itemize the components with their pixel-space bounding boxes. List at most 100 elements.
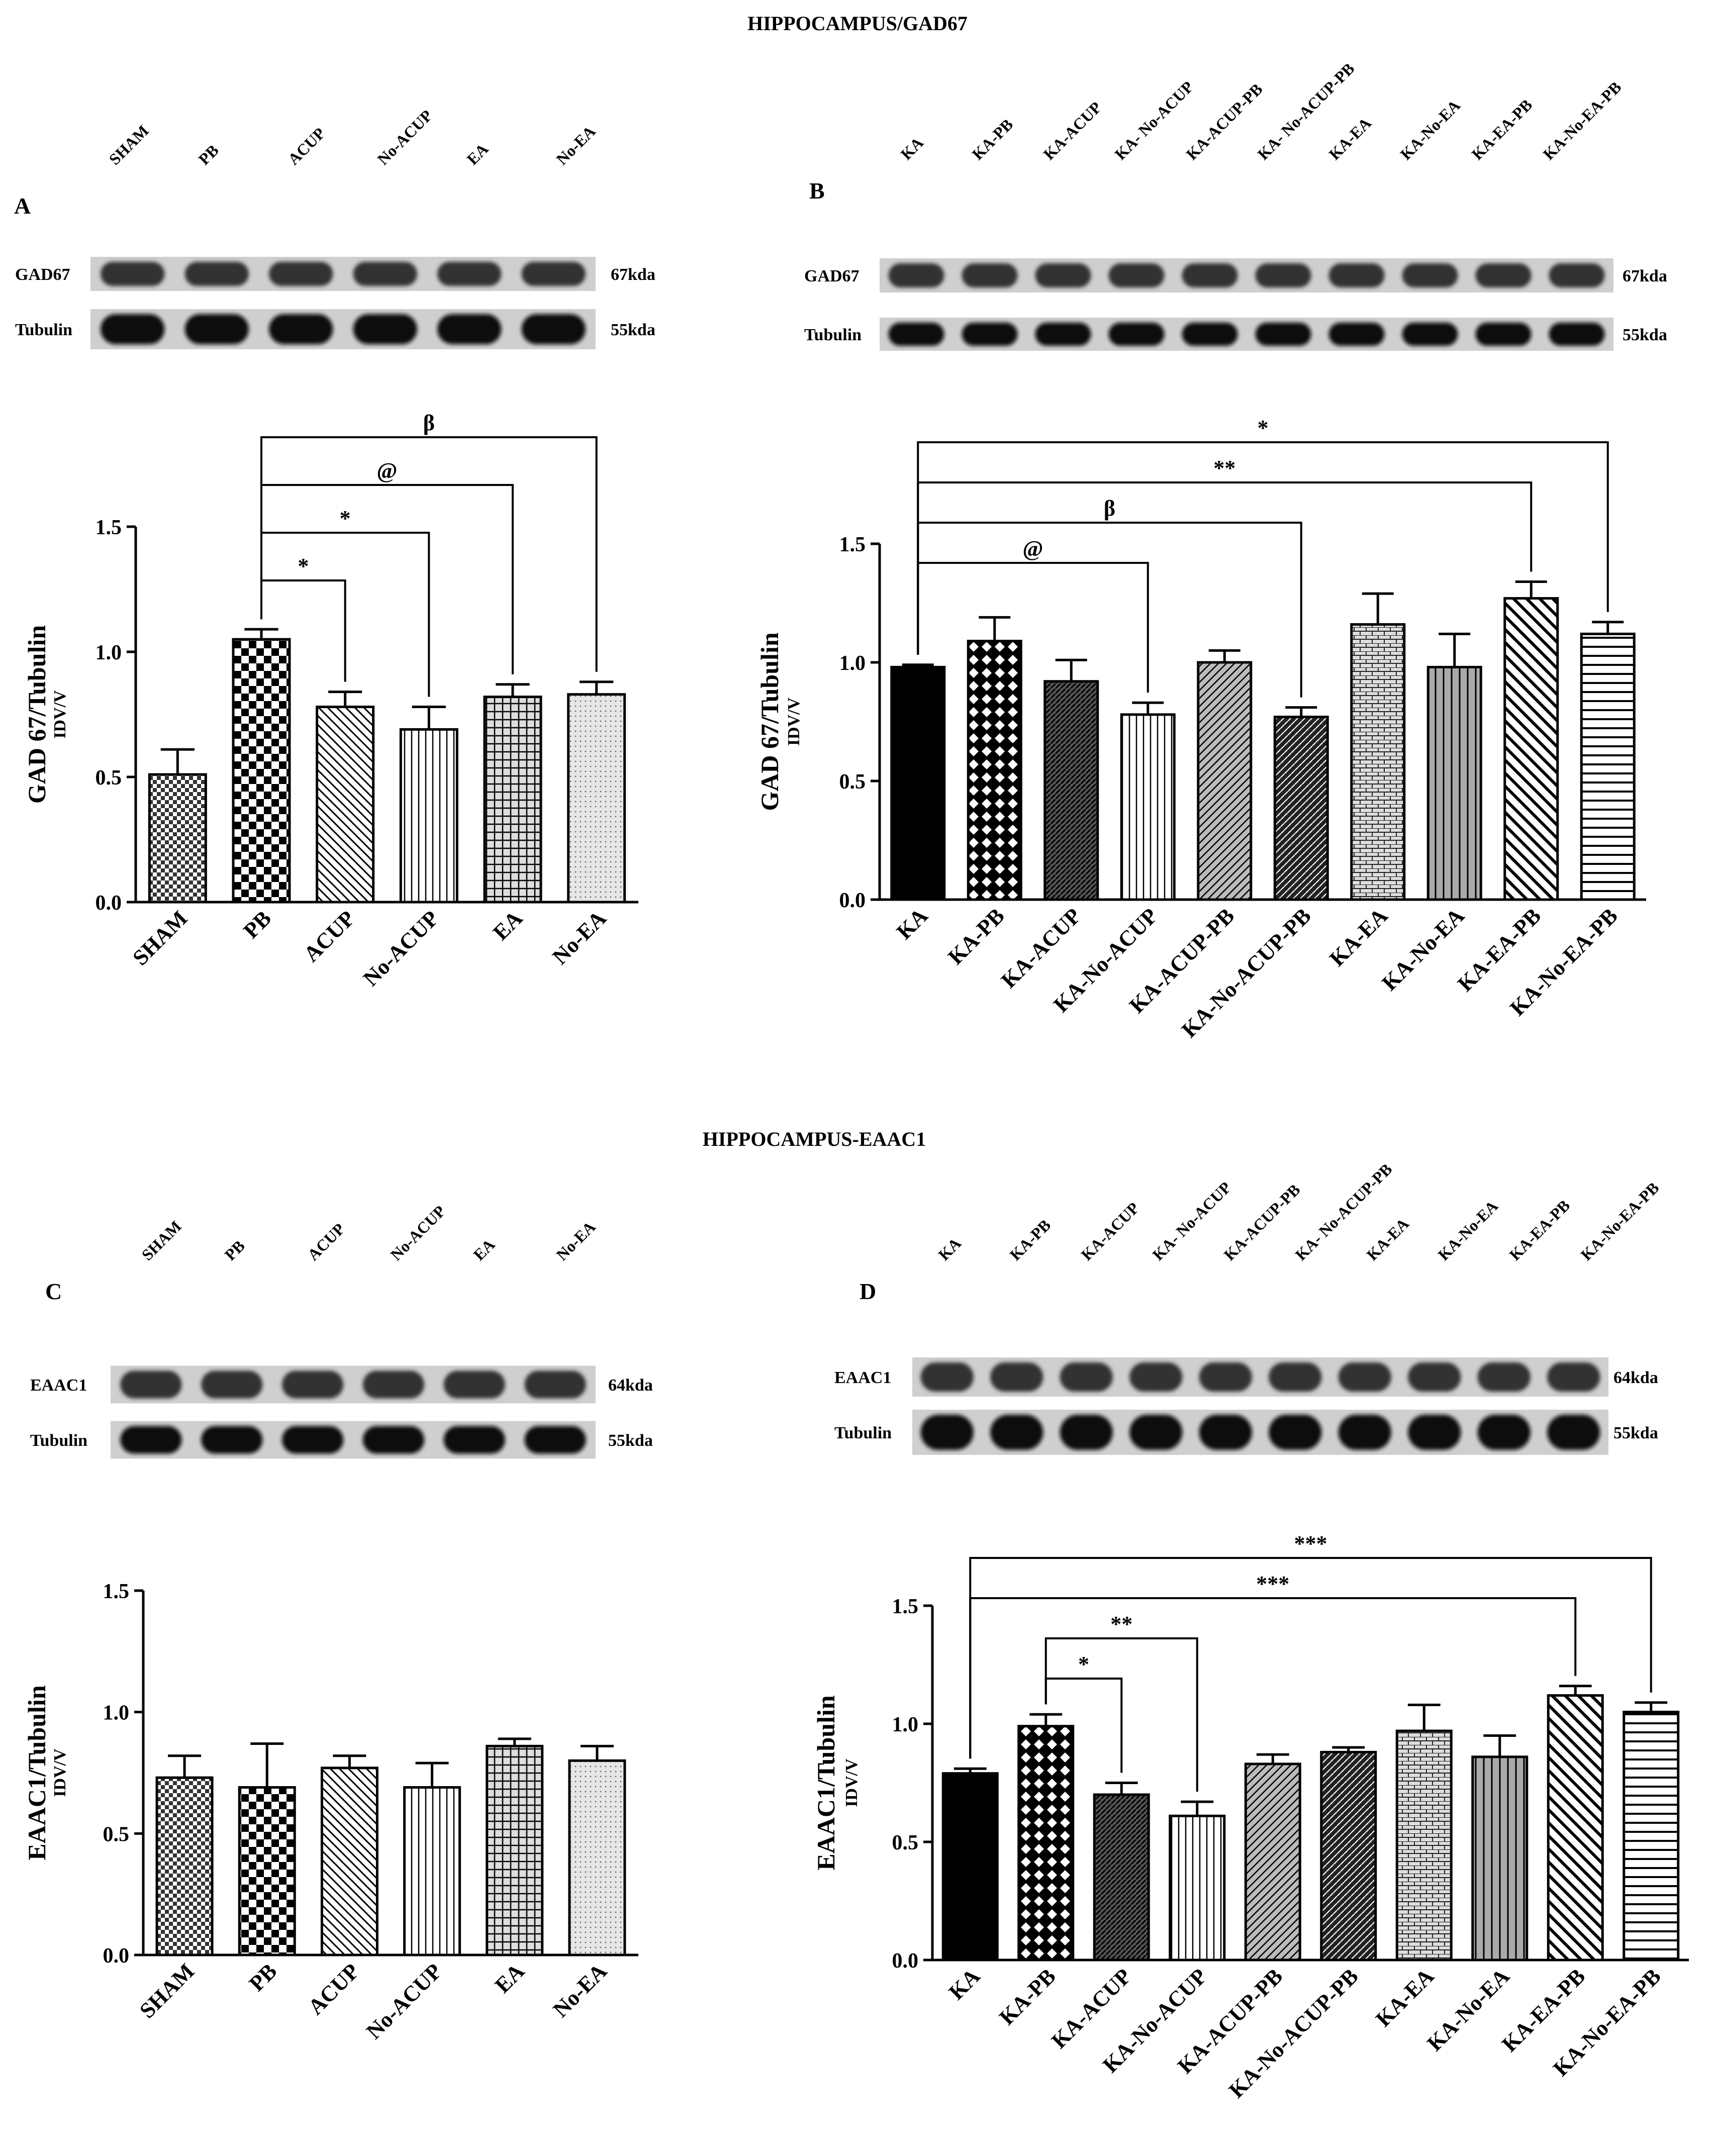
panel-letter: B [809,178,825,204]
blot-band [1328,323,1385,346]
blot-band [1108,263,1165,287]
blot-membrane [90,257,596,291]
y-tick-label: 0.0 [96,892,122,915]
bar [1273,716,1329,901]
blot-row-label: EAAC1 [834,1368,891,1387]
bar [1503,597,1559,901]
blot-band [437,314,502,344]
blot-band [1477,1415,1531,1450]
blot-band [201,1426,263,1454]
chart-panel-A: 0.0 0.5 1.0 1.5 GAD 67/Tubulin IDV/V SHAM PB ACU… [23,411,638,991]
blot-band [1199,1362,1252,1392]
y-axis-label: EAAC1/Tubulin [812,1695,840,1871]
x-tick-label: PB [244,1958,281,1996]
y-tick-label: 0.5 [103,1823,130,1846]
bar [1426,665,1482,901]
chart-panel-B: 0.0 0.5 1.0 1.5 GAD 67/Tubulin IDV/V KA KA-PB KA… [755,416,1646,1042]
blot-size-label: 64kda [1613,1368,1658,1387]
blot-row-label: Tubulin [30,1431,87,1450]
bar [1471,1755,1529,1962]
blot-band [1269,1415,1322,1450]
x-tick-label: No-ACUP [361,1958,446,2043]
blot-lane-label: KA-PB [968,115,1016,163]
blot-membrane [90,309,596,349]
blot-lane-label: KA-ACUP [1077,1199,1142,1264]
significance-label: * [1078,1652,1089,1677]
blot-lane-label: KA [897,134,926,163]
y-tick-label: 0.5 [839,770,866,794]
blot-row-label: Tubulin [804,326,862,344]
blot-band [524,1370,586,1399]
blot-band [269,314,333,344]
blot-lane-label: KA-EA-PB [1505,1196,1573,1264]
significance-label: β [423,411,435,435]
blot-size-label: 55kda [1623,326,1667,344]
bar [1580,632,1636,901]
panel-letter: C [45,1279,62,1304]
significance-label: β [1104,496,1115,521]
bar [1197,661,1253,901]
blot-size-label: 67kda [611,265,655,284]
blot-lane-label: SHAM [138,1217,184,1264]
blot-row-label: EAAC1 [30,1376,87,1395]
x-tick-label: KA-No-ACUP-PB [1224,1964,1363,2103]
blot-lane-label: PB [221,1237,248,1264]
blot-panel-A: A SHAM PB ACUP No-ACUP EA No-EA GAD67 67kda Tubul… [14,106,655,349]
blot-band [281,1426,344,1454]
blot-band [353,262,417,286]
x-tick-label: KA [892,903,932,944]
x-tick-label: EA [488,906,527,945]
significance-bracket [260,579,346,682]
y-tick-label: 1.5 [103,1580,130,1603]
y-tick-label: 0.0 [839,889,866,912]
blot-band [1408,1362,1461,1392]
bar [1395,1729,1453,1962]
significance-label: ** [1213,456,1235,480]
blot-band [1255,323,1311,346]
bar [1017,1725,1075,1962]
significance-label: *** [1294,1531,1327,1556]
blot-band [920,1362,974,1392]
x-tick-label: KA-PB [994,1964,1060,2029]
y-tick-label: 1.0 [103,1702,130,1725]
bar [1120,713,1176,901]
bar [316,706,375,904]
significance-label: * [1258,416,1269,440]
blot-band [120,1426,182,1454]
blot-lane-label: EA [463,140,492,168]
y-axis-sublabel: IDV/V [785,697,803,746]
bar [967,640,1022,901]
blot-lane-label: No-EA [552,122,599,168]
blot-band [920,1415,974,1450]
blot-lane-label: KA-No-EA-PB [1577,1179,1662,1264]
blot-band [1477,1362,1531,1392]
significance-bracket [1044,1637,1198,1792]
bar [148,773,207,904]
y-axis-label: EAAC1/Tubulin [23,1685,51,1860]
blot-band [1408,1415,1461,1450]
blot-size-label: 55kda [611,321,655,339]
blot-size-label: 55kda [1613,1424,1658,1442]
y-tick-label: 0.0 [892,1949,919,1973]
blot-band [184,262,249,286]
x-tick-label: ACUP [299,906,360,966]
significance-bracket [1044,1678,1123,1773]
blot-lane-label: ACUP [284,124,328,168]
x-tick-label: KA-EA [1371,1964,1439,2031]
blot-band [353,314,417,344]
blot-lane-label: KA-EA-PB [1468,95,1536,163]
blot-band [962,263,1018,287]
blot-lane-label: KA-ACUP [1039,98,1105,163]
blot-size-label: 64kda [608,1376,653,1395]
panel-letter: A [14,193,31,219]
blot-band [1060,1362,1113,1392]
blot-membrane [111,1421,596,1459]
bar [1320,1750,1377,1962]
y-tick-label: 1.5 [892,1595,919,1618]
blot-band [120,1370,182,1399]
blot-lane-label: KA-No-EA-PB [1539,78,1625,163]
blot-lane-label: No-ACUP [387,1202,448,1263]
blot-band [1129,1362,1183,1392]
